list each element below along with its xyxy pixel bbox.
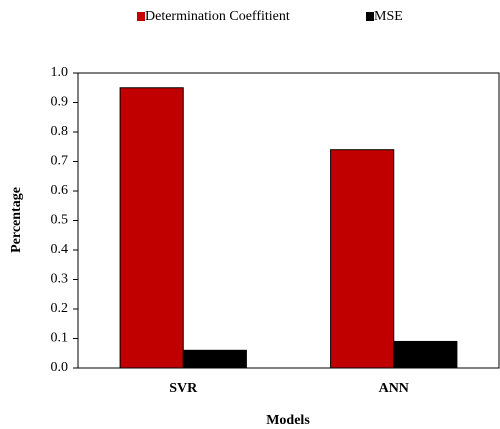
legend-label: MSE: [374, 9, 403, 24]
y-tick-label: 0.8: [51, 124, 69, 139]
y-tick-label: 0.7: [51, 154, 69, 169]
y-tick-label: 0.0: [51, 360, 69, 375]
y-tick-label: 0.6: [51, 183, 69, 198]
legend-swatch: [137, 12, 145, 21]
y-tick-label: 0.4: [51, 242, 69, 257]
x-axis-label: Models: [266, 413, 310, 428]
bar: [119, 87, 184, 369]
y-axis-label: Percentage: [9, 187, 24, 253]
y-tick-label: 0.1: [51, 331, 69, 346]
bar: [393, 340, 458, 369]
legend-label: Determination Coeffitient: [145, 9, 290, 24]
bar: [182, 349, 247, 369]
y-tick-label: 0.2: [51, 301, 69, 316]
bar: [330, 149, 395, 369]
y-tick-label: 0.9: [51, 95, 69, 110]
y-tick-label: 1.0: [51, 65, 69, 80]
x-tick-label: SVR: [169, 381, 198, 396]
y-tick-label: 0.3: [51, 272, 69, 287]
y-tick-label: 0.5: [51, 213, 69, 228]
legend-swatch: [366, 12, 374, 21]
x-tick-label: ANN: [379, 381, 409, 396]
